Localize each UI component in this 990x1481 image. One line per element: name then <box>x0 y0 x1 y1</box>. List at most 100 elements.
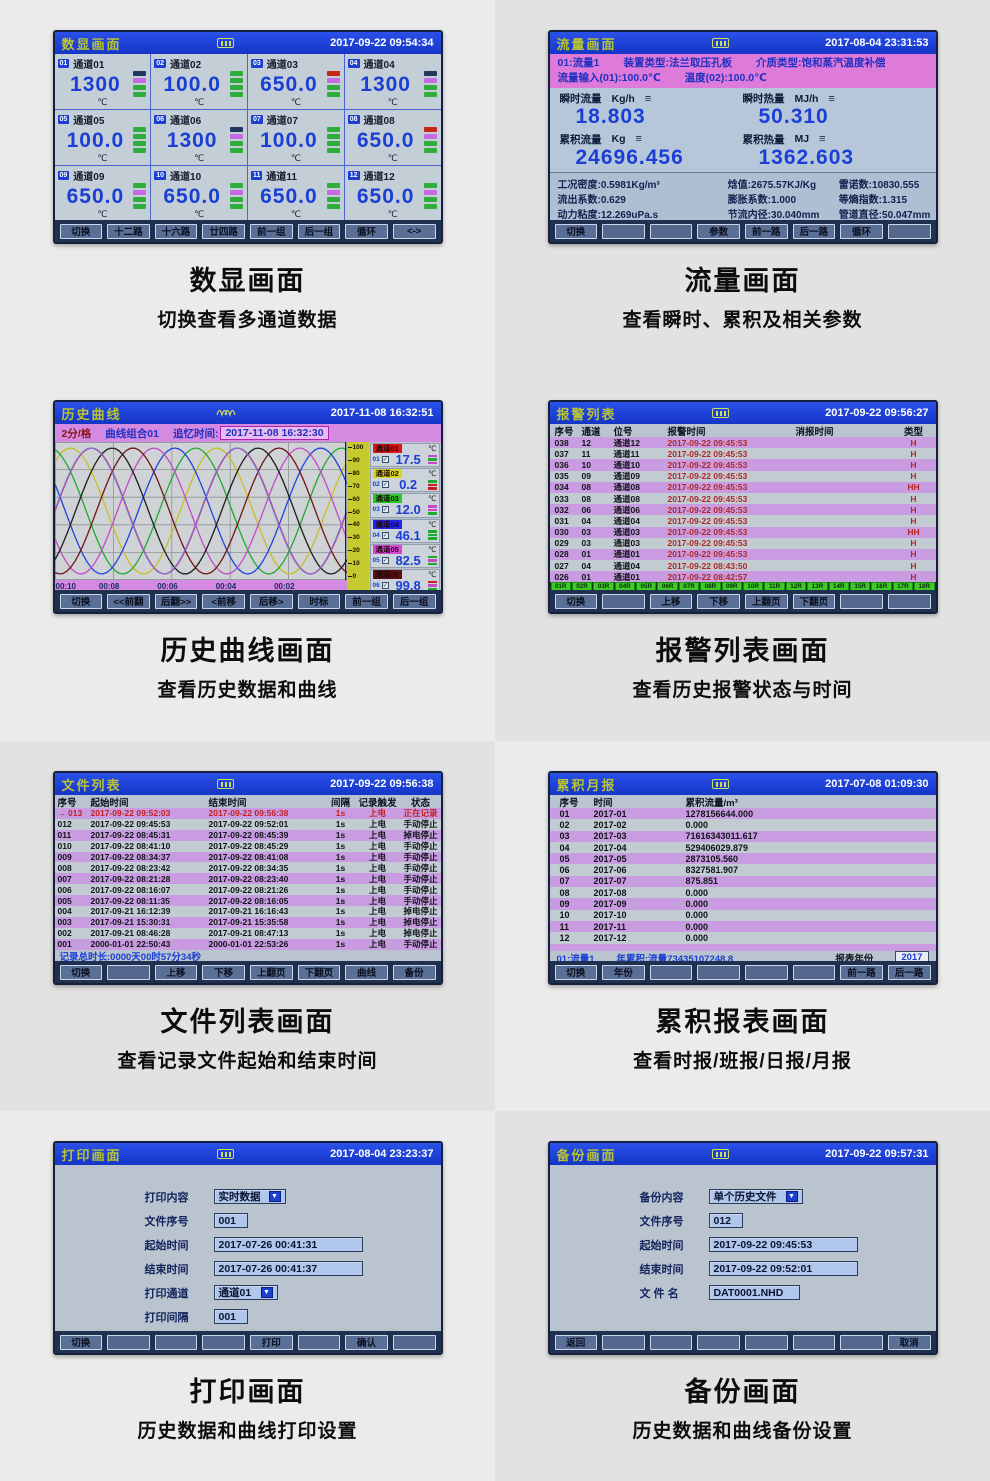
file-row[interactable]: 007 2017-09-22 08:21:28 2017-09-22 08:23:4… <box>54 873 441 885</box>
softkey-循环[interactable]: 循环 <box>840 223 883 239</box>
report-row[interactable]: 05 2017-05 2873105.560 <box>549 853 936 865</box>
alarm-row[interactable]: 036 10 通道10 2017-09-22 09:45:53 H <box>549 459 936 471</box>
softkey-时标[interactable]: 时标 <box>297 593 341 609</box>
report-row[interactable]: 09 2017-09 0.000 <box>549 898 936 910</box>
file-row[interactable]: 010 2017-09-22 08:41:10 2017-09-22 08:45:2… <box>54 840 441 852</box>
softkey-年份[interactable]: 年份 <box>602 964 645 980</box>
visibility-checkbox[interactable]: ✓ <box>381 456 389 464</box>
softkey-下移[interactable]: 下移 <box>697 593 740 609</box>
alarm-row[interactable]: 028 01 通道01 2017-09-22 09:45:53 H <box>549 548 936 561</box>
report-row[interactable]: 12 2017-12 0.000 <box>549 932 936 944</box>
input-field[interactable]: 001 <box>213 1213 248 1228</box>
visibility-checkbox[interactable]: ✓ <box>381 556 389 564</box>
dropdown-field[interactable]: 实时数据 ▼ <box>213 1189 286 1204</box>
report-row[interactable]: 11 2017-11 0.000 <box>549 920 936 933</box>
softkey-后移>[interactable]: 后移> <box>250 593 293 609</box>
softkey-后翻>>[interactable]: 后翻>> <box>154 593 198 609</box>
legend-channel[interactable]: 通道01 ℃ 01 ✓ 17.5 <box>369 443 440 468</box>
year-box[interactable]: 2017 <box>895 951 929 961</box>
alarm-row[interactable]: 029 03 通道03 2017-09-22 09:45:53 H <box>549 537 936 549</box>
softkey-上移[interactable]: 上移 <box>649 593 693 609</box>
report-row[interactable]: 06 2017-06 8327581.907 <box>549 864 936 876</box>
file-row[interactable]: 001 2000-01-01 22:50:43 2000-01-01 22:53:2… <box>54 938 441 950</box>
legend-channel[interactable]: 通道03 ℃ 03 ✓ 12.0 <box>369 493 440 518</box>
alarm-row[interactable]: 030 03 通道03 2017-09-22 09:45:53 HH <box>549 526 936 538</box>
alarm-row[interactable]: 032 06 通道06 2017-09-22 09:45:53 H <box>549 504 936 516</box>
input-field[interactable]: 001 <box>213 1309 248 1324</box>
softkey-返回[interactable]: 返回 <box>554 1334 598 1350</box>
softkey-参数[interactable]: 参数 <box>697 223 740 239</box>
report-row[interactable]: 01 2017-01 1278156644.000 <box>549 808 936 820</box>
file-row[interactable]: 006 2017-09-22 08:16:07 2017-09-22 08:21:2… <box>54 884 441 896</box>
softkey-十六路[interactable]: 十六路 <box>154 223 198 239</box>
softkey-循环[interactable]: 循环 <box>345 223 388 239</box>
visibility-checkbox[interactable]: ✓ <box>381 506 389 514</box>
recall-time-box[interactable]: 2017-11-08 16:32:30 <box>220 426 329 440</box>
chevron-down-icon[interactable]: ▼ <box>268 1191 281 1202</box>
report-row[interactable]: 02 2017-02 0.000 <box>549 819 936 831</box>
softkey-廿四路[interactable]: 廿四路 <box>202 223 245 239</box>
file-row[interactable]: 008 2017-09-22 08:23:42 2017-09-22 08:34:3… <box>54 862 441 874</box>
dropdown-field[interactable]: 通道01 ▼ <box>213 1285 278 1300</box>
softkey-切换[interactable]: 切换 <box>59 593 103 609</box>
softkey-上移[interactable]: 上移 <box>154 964 198 980</box>
input-field[interactable]: 2017-09-22 09:52:01 <box>708 1261 858 1276</box>
softkey-前一路[interactable]: 前一路 <box>745 223 788 239</box>
file-row[interactable]: 004 2017-09-21 16:12:39 2017-09-21 16:16:4… <box>54 906 441 917</box>
input-field[interactable]: 2017-09-22 09:45:53 <box>708 1237 858 1252</box>
alarm-row[interactable]: 034 08 通道08 2017-09-22 09:45:53 HH <box>549 481 936 493</box>
softkey-<<前翻[interactable]: <<前翻 <box>107 593 150 609</box>
dropdown-field[interactable]: 单个历史文件 ▼ <box>708 1189 803 1204</box>
report-row[interactable]: 07 2017-07 875.851 <box>549 875 936 888</box>
report-row[interactable]: 03 2017-03 71616343011.617 <box>549 830 936 842</box>
softkey-后一路[interactable]: 后一路 <box>792 223 836 239</box>
report-row[interactable]: 10 2017-10 0.000 <box>549 909 936 921</box>
softkey-备份[interactable]: 备份 <box>392 964 436 980</box>
legend-channel[interactable]: 通道02 ℃ 02 ✓ 0.2 <box>369 468 440 493</box>
softkey-切换[interactable]: 切换 <box>554 593 598 609</box>
input-field[interactable]: 2017-07-26 00:41:31 <box>213 1237 363 1252</box>
report-row[interactable]: 08 2017-08 0.000 <box>549 887 936 899</box>
chevron-down-icon[interactable]: ▼ <box>260 1287 273 1298</box>
softkey-后一路[interactable]: 后一路 <box>887 964 931 980</box>
softkey-切换[interactable]: 切换 <box>59 964 103 980</box>
softkey-切换[interactable]: 切换 <box>59 223 103 239</box>
softkey-<->[interactable]: <-> <box>392 223 436 239</box>
visibility-checkbox[interactable]: ✓ <box>381 581 389 589</box>
visibility-checkbox[interactable]: ✓ <box>381 531 389 539</box>
softkey-打印[interactable]: 打印 <box>250 1334 293 1350</box>
alarm-row[interactable]: 033 08 通道08 2017-09-22 09:45:53 H <box>549 492 936 505</box>
softkey-下翻页[interactable]: 下翻页 <box>792 593 836 609</box>
visibility-checkbox[interactable]: ✓ <box>381 481 389 489</box>
softkey-切换[interactable]: 切换 <box>59 1334 103 1350</box>
alarm-row[interactable]: 027 04 通道04 2017-09-22 08:43:50 H <box>549 560 936 572</box>
legend-channel[interactable]: 通道05 ℃ 05 ✓ 82.5 <box>369 543 440 568</box>
softkey-上翻页[interactable]: 上翻页 <box>745 593 788 609</box>
file-row[interactable]: 002 2017-09-21 08:46:28 2017-09-21 08:47:1… <box>54 927 441 939</box>
softkey-前一组[interactable]: 前一组 <box>250 223 293 239</box>
input-field[interactable]: 2017-07-26 00:41:37 <box>213 1261 363 1276</box>
input-field[interactable]: DAT0001.NHD <box>708 1285 800 1300</box>
alarm-row[interactable]: 026 01 通道01 2017-09-22 08:42:57 H <box>549 571 936 583</box>
softkey-下移[interactable]: 下移 <box>202 964 245 980</box>
softkey-曲线[interactable]: 曲线 <box>345 964 388 980</box>
file-row[interactable]: 005 2017-09-22 08:11:35 2017-09-22 08:16:0… <box>54 895 441 907</box>
softkey-上翻页[interactable]: 上翻页 <box>250 964 293 980</box>
softkey-十二路[interactable]: 十二路 <box>107 223 150 239</box>
chevron-down-icon[interactable]: ▼ <box>785 1191 798 1202</box>
input-field[interactable]: 012 <box>708 1213 743 1228</box>
file-row[interactable]: 012 2017-09-22 09:45:53 2017-09-22 09:52:0… <box>54 818 441 830</box>
file-row[interactable]: → 013 2017-09-22 09:52:03 2017-09-22 09:56:… <box>54 808 441 819</box>
file-row[interactable]: 011 2017-09-22 08:45:31 2017-09-22 08:45:3… <box>54 829 441 841</box>
softkey-取消[interactable]: 取消 <box>887 1334 931 1350</box>
softkey-<前移[interactable]: <前移 <box>202 593 245 609</box>
softkey-后一组[interactable]: 后一组 <box>392 593 436 609</box>
legend-channel[interactable]: 通道06 ℃ 06 ✓ 99.8 <box>369 568 440 590</box>
softkey-切换[interactable]: 切换 <box>554 964 598 980</box>
alarm-row[interactable]: 038 12 通道12 2017-09-22 09:45:53 H <box>549 437 936 449</box>
softkey-确认[interactable]: 确认 <box>345 1334 388 1350</box>
alarm-row[interactable]: 035 09 通道09 2017-09-22 09:45:53 H <box>549 470 936 482</box>
legend-channel[interactable]: 通道04 ℃ 04 ✓ 46.1 <box>369 518 440 543</box>
softkey-切换[interactable]: 切换 <box>554 223 598 239</box>
softkey-下翻页[interactable]: 下翻页 <box>297 964 341 980</box>
